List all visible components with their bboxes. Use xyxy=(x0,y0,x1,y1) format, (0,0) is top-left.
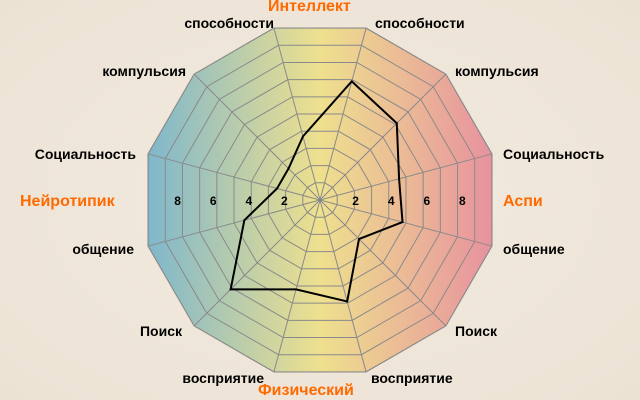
grid-spoke xyxy=(193,199,321,327)
data-point xyxy=(358,238,361,241)
tick-label: 8 xyxy=(174,194,181,208)
category-right: Аспи xyxy=(503,193,543,210)
grid-spoke xyxy=(273,199,321,373)
data-point xyxy=(350,80,353,83)
tick-label: 4 xyxy=(245,194,252,208)
tick-label: 2 xyxy=(281,194,288,208)
tick-label: 6 xyxy=(423,194,430,208)
grid-spoke xyxy=(319,153,493,201)
grid-spoke xyxy=(319,199,447,327)
tick-label: 6 xyxy=(210,194,217,208)
tick-label: 4 xyxy=(388,194,395,208)
tick-label: 8 xyxy=(459,194,466,208)
axis-label-right-4: Поиск xyxy=(455,323,498,339)
axis-label-right-3: общение xyxy=(503,241,565,257)
axis-label-left-2: Социальность xyxy=(34,146,136,162)
data-point xyxy=(346,300,349,303)
axis-label-left-4: Поиск xyxy=(139,323,182,339)
grid-spoke xyxy=(147,199,321,247)
axis-label-right-5: восприятие xyxy=(371,370,453,386)
axis-label-left-0: способности xyxy=(184,15,274,31)
grid-spoke xyxy=(319,27,367,201)
category-bottom: Физический xyxy=(258,382,354,399)
tick-label: 2 xyxy=(352,194,359,208)
grid-spoke xyxy=(273,27,321,201)
data-point xyxy=(401,221,404,224)
category-top: Интеллект xyxy=(268,0,351,15)
axis-label-right-0: способности xyxy=(375,15,465,31)
axis-label-left-5: восприятие xyxy=(182,370,264,386)
data-point xyxy=(295,288,298,291)
data-point xyxy=(243,219,246,222)
axis-label-left-1: компульсия xyxy=(102,63,186,79)
data-point xyxy=(398,177,401,180)
axis-label-right-2: Социальность xyxy=(503,146,605,162)
data-point xyxy=(395,122,398,125)
grid-spoke xyxy=(147,153,321,201)
grid-spoke xyxy=(193,73,321,201)
grid-spoke xyxy=(319,199,367,373)
category-left: Нейротипик xyxy=(20,193,115,210)
axis-label-left-3: общение xyxy=(72,241,134,257)
data-point xyxy=(301,135,304,138)
data-point xyxy=(287,167,290,170)
data-point xyxy=(229,288,232,291)
data-point xyxy=(276,187,279,190)
axis-label-right-1: компульсия xyxy=(455,63,539,79)
grid-spoke xyxy=(319,73,447,201)
grid-spoke xyxy=(319,199,493,247)
